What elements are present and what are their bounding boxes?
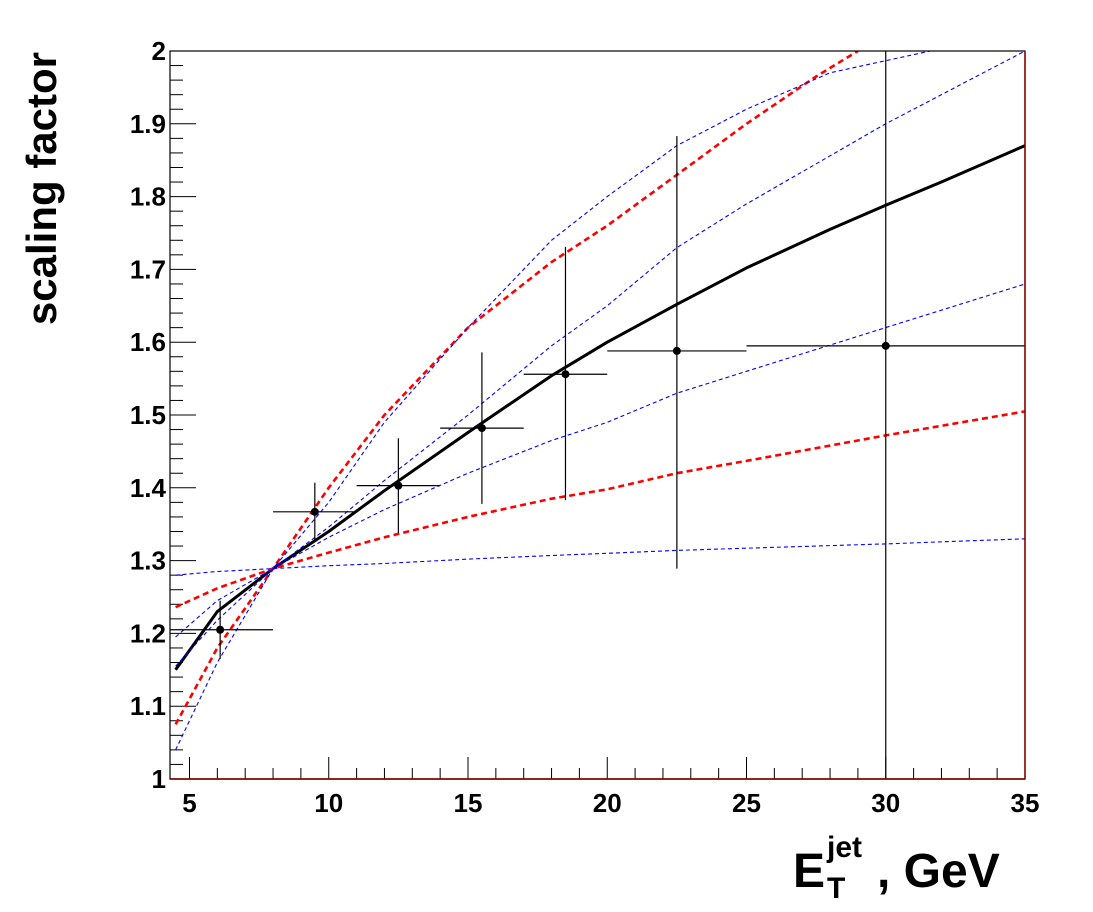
y-tick-label: 1.4	[130, 473, 167, 503]
y-tick-label: 2	[152, 36, 166, 66]
data-point	[477, 424, 486, 433]
x-tick-labels: 5 10 15 20 25 30 35	[182, 788, 1039, 818]
y-tick-label: 1.6	[130, 327, 166, 357]
blue-dotted-curve	[175, 283, 1025, 667]
data-point	[672, 346, 681, 355]
y-tick-label: 1.2	[130, 618, 166, 648]
x-axis-title-main: E	[793, 845, 825, 898]
fit-curve-solid	[174, 144, 1025, 671]
data-point	[394, 481, 403, 490]
red-dashed-curve	[174, 51, 859, 726]
data-point	[561, 370, 570, 379]
x-tick-label: 15	[454, 788, 483, 818]
x-tick-label: 10	[314, 788, 343, 818]
y-tick-label: 1.9	[130, 109, 166, 139]
x-tick-label: 35	[1011, 788, 1040, 818]
y-tick-label: 1.1	[130, 691, 166, 721]
x-axis-title: E	[793, 845, 825, 898]
x-tick-label: 25	[732, 788, 761, 818]
data-point	[881, 341, 890, 350]
blue-dotted-curve	[175, 51, 1025, 638]
y-tick-label: 1.7	[130, 254, 166, 284]
y-tick-labels: 1 1.1 1.2 1.3 1.4 1.5 1.6 1.7 1.8 1.9 2	[130, 36, 167, 794]
blue-dotted-curve	[175, 51, 931, 751]
x-tick-label: 30	[871, 788, 900, 818]
y-tick-label: 1	[152, 764, 166, 794]
y-axis-title: scaling factor	[18, 52, 65, 325]
x-axis-title-unit: , GeV	[877, 845, 1000, 898]
x-axis-title-superscript: jet	[826, 831, 862, 864]
red-dashed-curve	[175, 410, 1025, 609]
x-tick-label: 20	[593, 788, 622, 818]
y-tick-label: 1.8	[130, 182, 166, 212]
x-axis-title-subscript: T	[827, 872, 845, 905]
model-curves	[174, 51, 1025, 751]
x-tick-label: 5	[182, 788, 196, 818]
data-point	[216, 625, 225, 634]
y-tick-label: 1.5	[130, 400, 166, 430]
data-point	[310, 507, 319, 516]
data-points	[170, 51, 1025, 779]
axis-ticks	[170, 50, 1026, 780]
y-tick-label: 1.3	[130, 546, 166, 576]
